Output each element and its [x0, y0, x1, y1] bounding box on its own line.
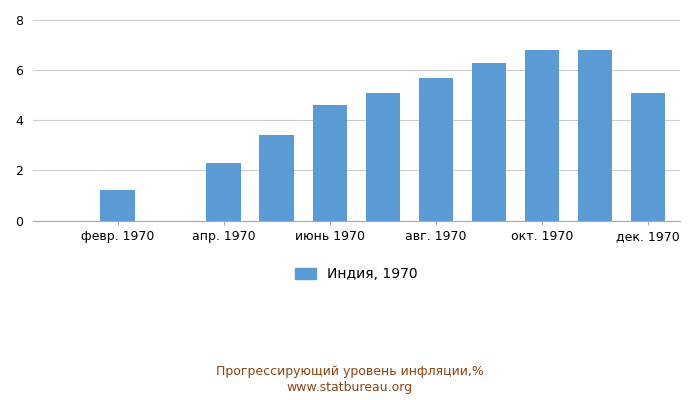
- Bar: [260, 135, 294, 220]
- Bar: [100, 190, 135, 220]
- Bar: [631, 93, 665, 220]
- Bar: [472, 63, 506, 220]
- Bar: [365, 93, 400, 220]
- Bar: [525, 50, 559, 220]
- Legend: Индия, 1970: Индия, 1970: [289, 262, 423, 287]
- Bar: [206, 163, 241, 220]
- Bar: [312, 105, 347, 220]
- Text: Прогрессирующий уровень инфляции,%: Прогрессирующий уровень инфляции,%: [216, 366, 484, 378]
- Text: www.statbureau.org: www.statbureau.org: [287, 382, 413, 394]
- Bar: [419, 78, 453, 220]
- Bar: [578, 50, 612, 220]
